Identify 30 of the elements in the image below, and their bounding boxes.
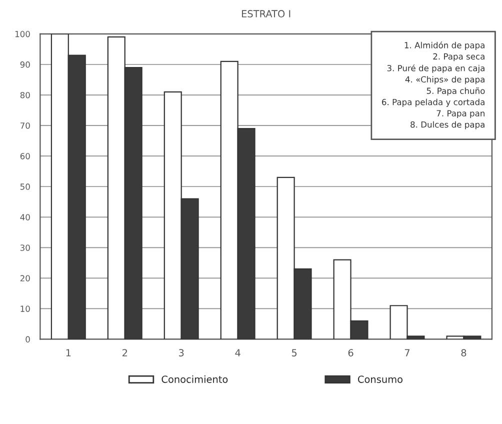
x-tick-label: 3: [178, 349, 184, 356]
x-tick-label: 8: [461, 349, 466, 356]
y-tick-label: 0: [26, 336, 30, 342]
x-tick-label: 7: [404, 349, 410, 356]
x-tick-label: 4: [235, 349, 240, 356]
y-tick-label: 60: [20, 153, 30, 160]
x-tick-label: 5: [292, 349, 297, 356]
annotation: 4. «Chips» de papa: [405, 76, 484, 84]
x-tick-label: 1: [66, 349, 71, 356]
annotation: 3. Puré de papa en caja: [387, 64, 484, 73]
x-tick-label: 2: [122, 349, 127, 356]
y-tick-label: 30: [20, 244, 30, 251]
annotation: 2. Papa seca: [433, 53, 484, 62]
annotation: 7. Papa pan: [436, 110, 484, 118]
y-tick-label: 80: [20, 92, 30, 98]
annotation: 8. Dulces de papa: [410, 121, 484, 130]
x-tick-label: 6: [348, 349, 354, 356]
legend-label: Consumo: [358, 376, 402, 383]
annotation: 6. Papa pelada y cortada: [382, 98, 484, 107]
y-tick-label: 40: [20, 214, 30, 220]
y-tick-label: 70: [20, 122, 30, 129]
chart-title: ESTRATO I: [242, 10, 290, 18]
y-tick-label: 50: [20, 184, 30, 190]
y-tick-label: 100: [15, 30, 30, 38]
annotation: 1. Almidón de papa: [404, 42, 484, 50]
legend-label: Conocimiento: [162, 375, 228, 383]
y-tick-label: 90: [20, 61, 30, 68]
y-tick-label: 20: [20, 275, 30, 282]
annotation: 5. Papa chuño: [426, 87, 485, 96]
y-tick-label: 10: [20, 306, 30, 312]
